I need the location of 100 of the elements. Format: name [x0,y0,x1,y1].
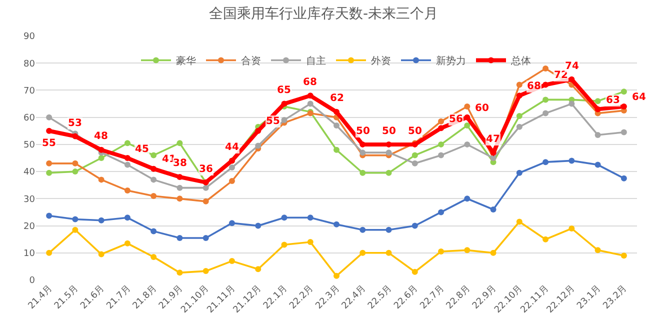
data-label: 74 [565,61,579,72]
point [255,222,262,229]
point [202,234,209,241]
point [386,250,392,256]
point [334,146,340,153]
point [438,125,444,132]
point [438,141,444,148]
point [568,225,575,232]
point [281,117,288,124]
legend-label: 合资 [241,55,261,68]
point [176,196,183,202]
point [516,218,522,225]
point [620,175,627,182]
point [124,188,130,194]
point [412,222,418,229]
y-tick-label: 70 [24,86,36,96]
point [438,209,444,216]
point [464,141,470,148]
point [542,110,549,116]
point [228,220,235,226]
point [202,268,209,274]
legend-label: 自主 [306,55,326,68]
point [150,152,157,158]
point [150,254,157,260]
point [46,160,52,166]
data-label: 55 [266,116,280,127]
point [150,176,157,183]
point [464,122,470,128]
point [150,228,157,234]
point [98,251,104,258]
point [542,236,549,242]
point [516,92,522,99]
data-label: 68 [527,81,541,92]
data-label: 65 [277,85,291,96]
point [46,212,52,219]
point [124,155,130,161]
point [568,76,575,82]
y-tick-label: 60 [24,113,36,124]
point [307,214,314,221]
point [464,196,470,202]
point [46,114,52,120]
point [307,92,314,99]
point [98,176,104,183]
point [412,160,418,166]
y-tick-label: 0 [29,276,36,286]
point [334,108,340,115]
point [124,162,130,168]
point [594,106,601,112]
point [255,142,262,149]
y-tick-label: 10 [24,249,36,260]
point [386,150,392,156]
point [464,114,470,120]
point [46,250,52,256]
point [542,159,549,166]
point [150,192,157,199]
data-label: 47 [486,134,500,145]
data-label: 53 [68,118,82,129]
legend-label: 豪华 [176,55,196,68]
data-label: 55 [42,138,56,149]
point [307,239,314,246]
point [542,96,549,103]
point [72,216,78,222]
point [620,129,627,136]
point [176,270,183,276]
point [334,122,340,128]
data-label: 68 [303,77,317,88]
point [46,170,52,176]
point [72,160,78,166]
y-tick-label: 30 [24,194,36,205]
point [98,155,104,161]
y-tick-label: 20 [24,222,36,232]
point [334,272,340,279]
point [228,164,235,170]
data-label: 62 [330,93,344,104]
data-label: 50 [408,126,422,137]
data-label: 72 [554,70,568,81]
point [360,226,366,233]
point [386,226,392,233]
y-tick-label: 90 [24,32,36,42]
data-label: 36 [199,164,213,175]
point [176,234,183,241]
point [281,100,288,107]
point [176,140,183,146]
point [176,174,183,180]
point [98,217,104,224]
point [594,132,601,138]
point [334,221,340,228]
point [438,248,444,255]
point [516,170,522,176]
legend-label: 新势力 [436,55,466,68]
point [360,170,366,176]
data-label: 50 [356,126,370,137]
y-tick-label: 80 [24,59,36,70]
point [360,250,366,256]
data-label: 38 [173,158,187,169]
data-label: 48 [94,131,108,142]
data-label: 63 [606,95,620,106]
point [438,152,444,158]
point [464,247,470,254]
point [281,214,288,221]
